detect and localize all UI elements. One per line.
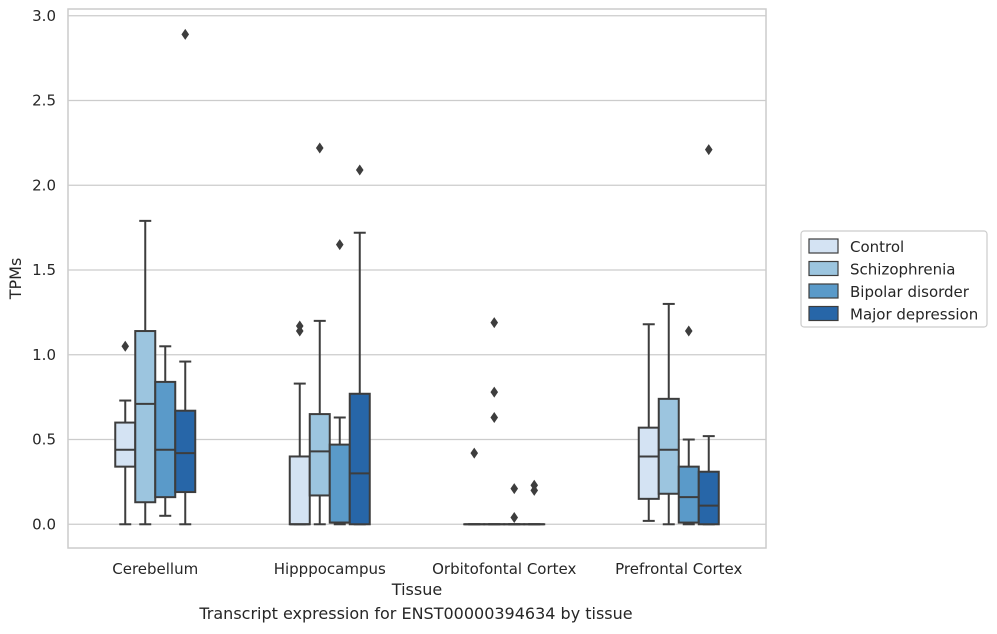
legend-swatch: [808, 260, 839, 277]
x-axis-label: Tissue: [391, 580, 442, 599]
box-control: [114, 340, 137, 526]
box-control: [637, 323, 660, 522]
iqr-box: [134, 330, 157, 504]
outlier-point: [490, 411, 499, 423]
box-bipolar-disorder: [503, 483, 526, 526]
outlier-point: [335, 239, 344, 251]
x-tick-label: Hipppocampus: [274, 560, 386, 578]
box-schizophrenia: [308, 142, 331, 526]
x-tick-label: Orbitofontal Cortex: [432, 560, 576, 578]
outlier-point: [121, 340, 130, 352]
outlier-point: [530, 479, 539, 491]
y-tick-label: 1.0: [32, 346, 56, 364]
outlier-point: [490, 386, 499, 398]
box-major-depression: [348, 164, 371, 526]
y-tick-label: 2.0: [32, 176, 56, 194]
x-tick-labels: Cerebellum Hipppocampus Orbitofontal Corte…: [112, 560, 742, 578]
y-axis-label: TPMs: [6, 258, 25, 301]
legend-swatch: [808, 238, 839, 254]
outlier-point: [181, 28, 190, 40]
iqr-box: [677, 465, 700, 524]
x-tick-label: Prefrontal Cortex: [615, 560, 742, 578]
legend-label: Schizophrenia: [850, 261, 955, 279]
y-tick-labels: 0.0 0.5 1.0 1.5 2.0 2.5 3.0: [32, 7, 56, 533]
outlier-point: [510, 511, 519, 523]
y-tick-label: 1.5: [32, 261, 56, 279]
box-schizophrenia: [483, 317, 506, 526]
iqr-box: [697, 470, 720, 526]
box-control: [288, 320, 311, 526]
box-bipolar-disorder: [328, 239, 351, 526]
box-schizophrenia: [134, 219, 157, 526]
outlier-point: [704, 144, 713, 156]
outlier-point: [295, 320, 304, 332]
box-major-depression: [523, 479, 546, 526]
legend-swatch: [808, 305, 839, 322]
outlier-point: [510, 483, 519, 495]
legend: Control Schizophrenia Bipolar disorder Majo…: [800, 230, 988, 328]
iqr-box: [657, 397, 680, 495]
plot-frame: [67, 8, 767, 549]
iqr-box: [114, 421, 137, 468]
y-tick-label: 3.0: [32, 7, 56, 25]
y-tick-label: 2.5: [32, 92, 56, 110]
box-bipolar-disorder: [677, 325, 700, 526]
outlier-point: [470, 447, 479, 459]
legend-swatch: [808, 283, 839, 299]
iqr-box: [174, 409, 197, 494]
figure-caption: Transcript expression for ENST0000039463…: [199, 604, 633, 623]
outlier-point: [684, 325, 693, 337]
legend-label: Major depression: [850, 306, 978, 324]
iqr-box: [328, 443, 351, 524]
iqr-box: [637, 426, 660, 500]
y-tick-label: 0.5: [32, 431, 56, 449]
iqr-box: [308, 413, 331, 497]
outlier-point: [490, 317, 499, 329]
y-tick-label: 0.0: [32, 515, 56, 533]
box-control: [463, 447, 486, 526]
box-major-depression: [174, 28, 197, 526]
outlier-point: [315, 142, 324, 154]
iqr-box: [348, 392, 371, 526]
iqr-box: [288, 455, 311, 526]
legend-label: Bipolar disorder: [850, 283, 970, 301]
box-groups: [114, 28, 720, 526]
box-bipolar-disorder: [154, 345, 177, 517]
legend-frame: [800, 230, 988, 328]
box-major-depression: [697, 144, 720, 526]
outlier-point: [355, 164, 364, 176]
x-tick-label: Cerebellum: [112, 560, 198, 578]
box-schizophrenia: [657, 302, 680, 526]
legend-label: Control: [850, 238, 904, 256]
iqr-box: [154, 380, 177, 499]
